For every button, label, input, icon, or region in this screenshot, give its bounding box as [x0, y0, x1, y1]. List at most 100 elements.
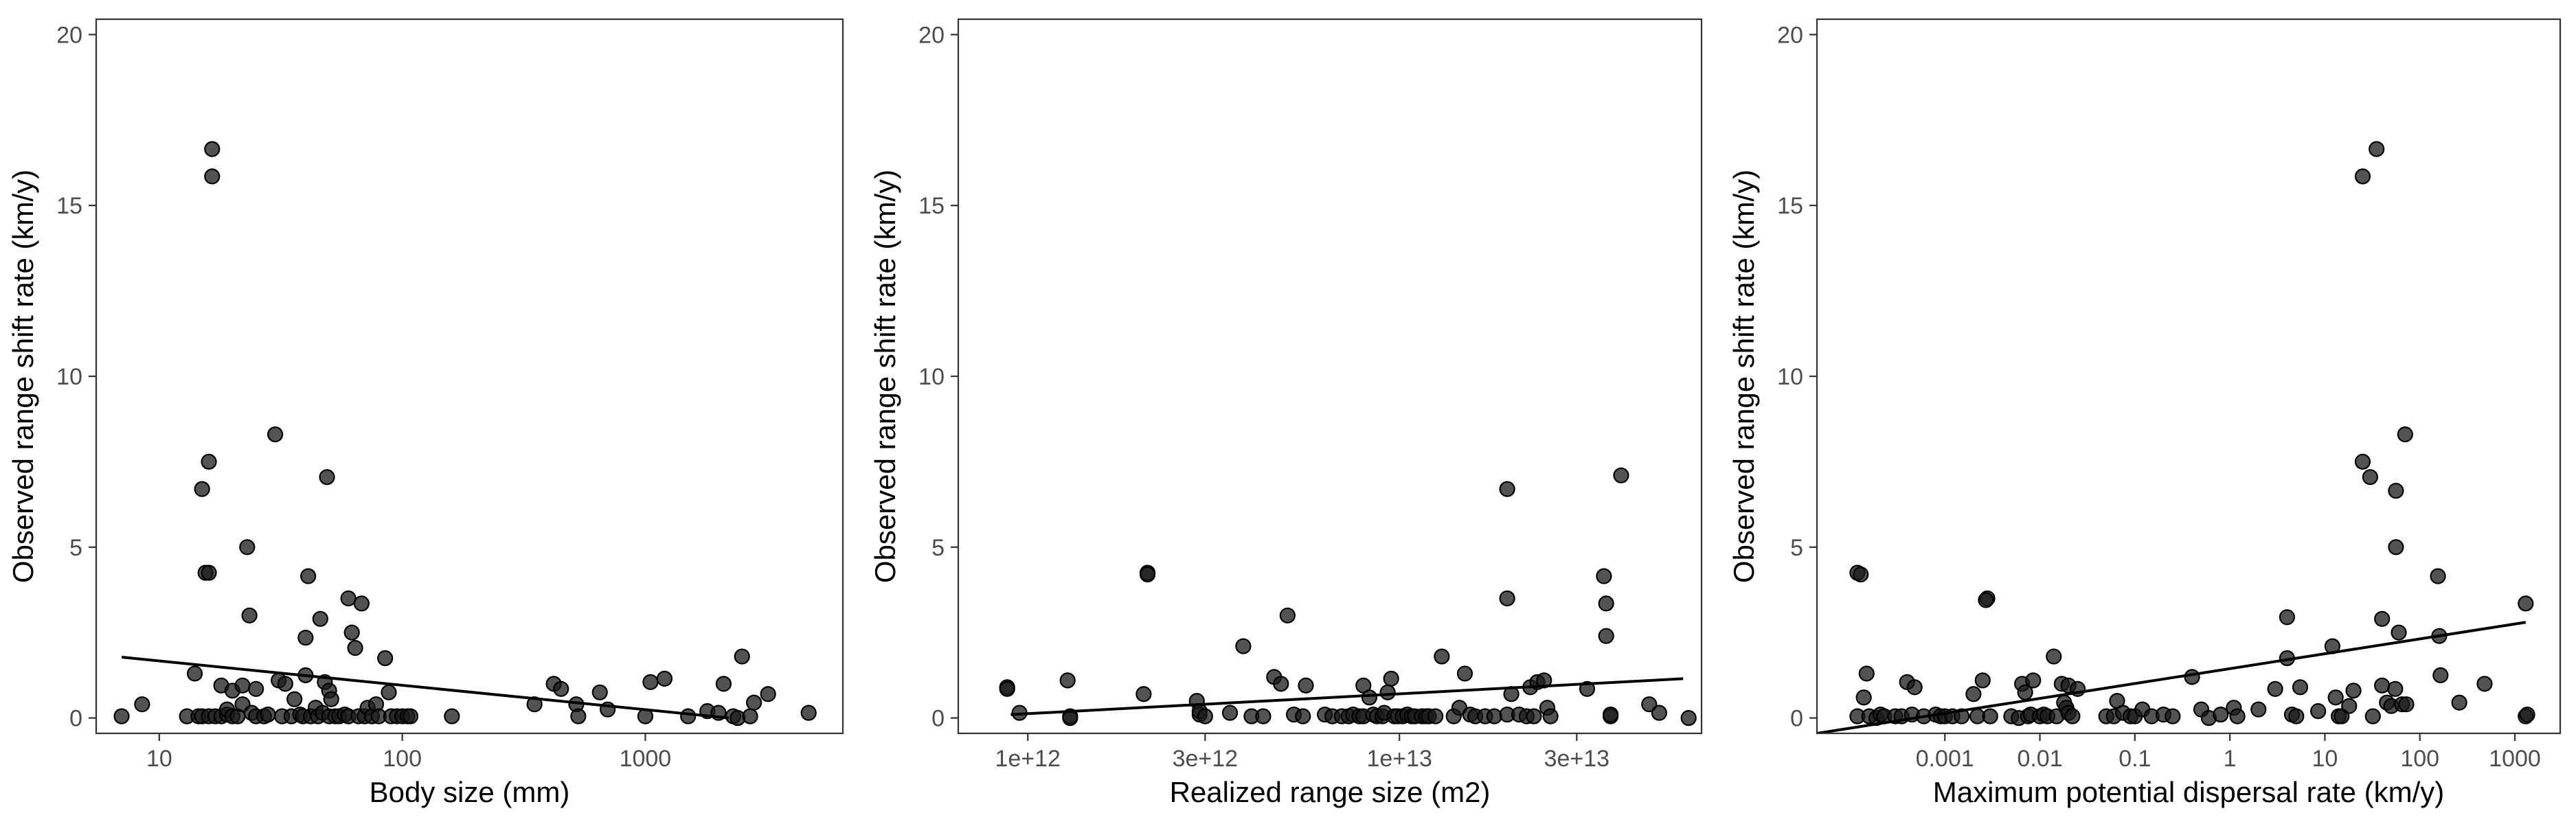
- panel-1-point-35: [286, 691, 303, 707]
- panel-2-y-axis-title: Observed range shift rate (km/y): [869, 170, 901, 583]
- panel-3-x-tick-label-0: 0.001: [1916, 746, 1974, 772]
- panel-2-point-37: [1383, 670, 1399, 687]
- panel-3-point-4: [1858, 665, 1875, 682]
- panel-1-point-24: [241, 607, 258, 623]
- panel-1-point-92: [760, 686, 776, 702]
- panel-1-point-72: [444, 708, 460, 724]
- panel-1-point-50: [323, 691, 339, 707]
- panel-3-point-43: [2064, 708, 2081, 724]
- panel-3-point-91: [2430, 568, 2446, 584]
- panel-1-fit-line: [121, 656, 729, 720]
- panel-3-point-62: [2267, 680, 2283, 697]
- panel-1-point-0: [113, 708, 130, 724]
- panel-2-point-63: [1526, 708, 1542, 724]
- panel-3-point-3: [1855, 689, 1872, 706]
- panel-2-point-1: [999, 680, 1015, 697]
- panel-2-point-8: [1136, 686, 1152, 702]
- panel-2-x-tick-label-3: 3e+13: [1544, 746, 1610, 772]
- panel-2-point-14: [1235, 638, 1252, 654]
- panel-3-point-60: [2229, 708, 2246, 724]
- panel-2-point-65: [1536, 672, 1552, 689]
- panel-2-point-47: [1427, 708, 1444, 724]
- panel-2-fit-line-group: [1010, 677, 1684, 716]
- panel-3-point-94: [2451, 694, 2467, 711]
- panel-2-x-tick-label-0: 1e+12: [995, 746, 1061, 772]
- panel-3-y-tick-label-4: 20: [1777, 22, 1803, 48]
- panel-1-point-57: [347, 639, 363, 656]
- panel-1-y-tick-label-0: 0: [69, 706, 82, 732]
- panel-3-point-58: [2213, 707, 2229, 723]
- panel-3-point-63: [2279, 609, 2295, 626]
- panel-1-point-30: [267, 426, 284, 443]
- panel-3-point-70: [2327, 689, 2344, 706]
- panel-2-y-tick-label-0: 0: [931, 706, 945, 732]
- panel-2-point-76: [1651, 705, 1667, 721]
- panel-3-point-20: [1965, 686, 1982, 702]
- panel-3-point-61: [2250, 701, 2267, 718]
- panel-3-fit-line-group: [1817, 621, 2527, 733]
- panel-3-point-68: [2310, 703, 2327, 720]
- panel-3-point-13: [1906, 679, 1923, 696]
- panel-2-point-73: [1603, 707, 1619, 723]
- panel-1-point-90: [742, 708, 758, 724]
- panel-1-point-78: [591, 684, 608, 700]
- panel-1-x-tick-label-1: 100: [383, 746, 422, 772]
- panel-2-point-69: [1596, 568, 1612, 584]
- panel-3-x-tick-label-6: 1000: [2489, 746, 2541, 772]
- panel-3-fit-line: [1817, 621, 2527, 733]
- panel-3-point-55: [2184, 669, 2200, 685]
- panel-3-point-81: [2374, 677, 2391, 694]
- panel-1-point-83: [680, 708, 697, 724]
- panel-3-point-78: [2364, 708, 2381, 724]
- panel-2-y-tick-label-2: 10: [918, 364, 945, 390]
- panel-1-point-93: [800, 705, 817, 721]
- panel-2-point-19: [1279, 607, 1296, 623]
- panel-2-point-77: [1680, 710, 1697, 726]
- panel-2-point-7: [1139, 566, 1156, 583]
- panel-2-point-75: [1641, 696, 1658, 713]
- panel-3-point-36: [2046, 648, 2062, 665]
- panel-2-point-71: [1598, 628, 1614, 644]
- panel-2-point-70: [1598, 595, 1614, 612]
- panel-1-point-1: [134, 696, 150, 713]
- panel-3-point-95: [2476, 676, 2493, 692]
- panel-3-x-tick-label-4: 10: [2312, 746, 2338, 772]
- panel-1-point-8: [204, 168, 221, 185]
- panel-3-point-80: [2374, 610, 2391, 627]
- panel-3-point-1: [1853, 566, 1869, 583]
- panel-3-y-tick-label-0: 0: [1790, 706, 1803, 732]
- panel-3-point-89: [2397, 426, 2413, 443]
- panel-1-point-3: [186, 665, 203, 682]
- panel-2-point-31: [1361, 689, 1378, 706]
- panel-3-point-19: [1954, 708, 1970, 724]
- panel-3-point-96: [2518, 595, 2534, 612]
- panel-1-point-77: [570, 708, 587, 724]
- panel-2-point-57: [1499, 590, 1515, 607]
- panel-3-y-tick-label-3: 15: [1777, 193, 1803, 219]
- panel-2-x-axis-title: Realized range size (m2): [1170, 776, 1491, 808]
- panel-1-y-axis-title: Observed range shift rate (km/y): [7, 170, 39, 583]
- panel-1-point-40: [300, 568, 317, 584]
- panel-1-point-4: [194, 481, 210, 497]
- panel-3-point-22: [1974, 672, 1991, 689]
- panel-3-y-axis: 0 5 10 15 20: [1777, 22, 1817, 732]
- panel-1-y-tick-label-4: 20: [56, 22, 82, 48]
- panel-1-point-7: [201, 453, 217, 470]
- panel-2-point-3: [1059, 672, 1076, 689]
- panel-3-point-54: [2165, 708, 2181, 724]
- panel-2-point-55: [1486, 708, 1502, 724]
- panel-1-point-75: [553, 680, 569, 697]
- panel-3-point-75: [2354, 453, 2371, 470]
- panel-1-point-9: [204, 141, 221, 157]
- panel-2-point-16: [1255, 708, 1272, 724]
- panel-3-point-86: [2388, 539, 2404, 556]
- panel-3-point-98: [2519, 707, 2535, 723]
- panel-2-y-tick-label-1: 5: [931, 535, 945, 561]
- panel-2-fit-line: [1010, 677, 1684, 716]
- panel-2-point-22: [1298, 677, 1314, 694]
- panel-1-x-tick-label-2: 1000: [620, 746, 672, 772]
- panel-2-x-tick-label-2: 1e+13: [1366, 746, 1432, 772]
- panel-dispersal-rate: 0.001 0.01 0.1 1 10 100 1000 0 5 10 15 20 Maximum …: [1728, 18, 2562, 808]
- panel-1-point-59: [353, 595, 370, 612]
